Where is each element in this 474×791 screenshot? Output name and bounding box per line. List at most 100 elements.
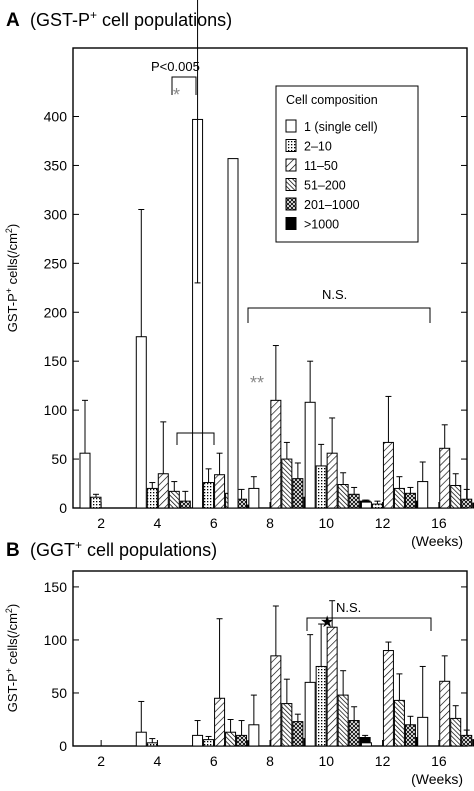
xtick-label: 6 [210,753,218,769]
bar-dots [90,496,102,509]
xtick-label: 12 [375,753,391,769]
legend-box [275,85,419,243]
panel-b-title: (GGT+ cell populations) [30,538,217,560]
bar-single [304,681,316,747]
bar-diag-dense [281,703,293,747]
bar-diag-dense [337,694,349,747]
bar-black [472,739,474,747]
xtick-label: 6 [210,515,218,531]
annotation-ns-a: N.S. [322,287,347,302]
bar-diag-dense [393,487,405,509]
bar-cross [292,478,304,509]
bar-diag [157,473,169,509]
legend-swatch-black [285,217,297,230]
bar-single [360,742,372,747]
legend-swatch-dots [285,139,297,152]
xaxis-label: (Weeks) [411,771,463,787]
bar-cross [404,492,416,509]
panel-b-letter: B [6,540,20,561]
ytick-label: 50 [51,451,67,467]
xtick-label: 16 [431,515,447,531]
bar-diag-dense [450,484,462,509]
bar-dots [146,487,158,509]
annotation-star: * [173,85,180,105]
bar-single [360,501,372,509]
bar-cross [348,720,360,747]
bar-diag [214,474,226,509]
bar-cross [461,498,473,509]
xtick-label: 16 [431,753,447,769]
ytick-label: 150 [44,579,68,595]
bar-dots [315,665,327,747]
bar-diag [326,452,338,509]
bar-dots [315,465,327,509]
legend-entry-label: 11–50 [304,159,338,173]
bar-diag [382,441,394,509]
legend-entry-label: >1000 [304,218,339,232]
panel-a-title: (GST-P+ cell populations) [30,8,232,30]
xaxis-label: (Weeks) [411,533,463,549]
legend-swatch-diag-dense [285,178,297,191]
bar-single [417,481,429,509]
ytick-label: 400 [44,109,68,125]
bracket-6wk [176,432,215,445]
xtick-label: 4 [154,753,162,769]
xtick-label: 12 [375,515,391,531]
bar-single [304,401,316,509]
legend-swatch-diag [285,158,297,172]
bar-dots [203,739,215,747]
bar-diag-dense [281,458,293,509]
bar-diag [439,447,451,509]
ytick-label: 350 [44,157,68,173]
ytick-label: 250 [44,255,68,271]
bar-dots [146,742,158,747]
bar-single [135,731,147,747]
panel-a-plot: 0 50 100 150 200 250 300 350 400 2 4 6 8 10 12 16 (Weeks… [44,0,474,549]
bar-diag [214,697,226,747]
xtick-label: 10 [318,515,334,531]
bar-dots [371,503,383,509]
bar-single [248,724,260,747]
ytick-label: 300 [44,206,68,222]
legend-swatch-single [285,119,297,133]
ytick-label: 0 [59,738,67,754]
legend-entry-label: 2–10 [304,140,332,154]
bar-diag-dense [393,699,405,747]
bar-cross [348,493,360,509]
panel-a-ylabel: GST-P+ cells(/cm2) [4,224,20,333]
bar-diag [270,655,282,747]
bar-single [192,734,204,747]
panel-a-letter: A [6,10,20,31]
ytick-label: 100 [44,632,68,648]
bar-cross [461,734,473,747]
legend-entry-label: 51–200 [304,179,346,193]
bar-single [417,716,429,747]
bar-diag [270,399,282,509]
bar-single [79,452,91,509]
ytick-label: 0 [59,500,67,516]
ytick-label: 100 [44,402,68,418]
bracket-p-value [171,76,197,95]
xtick-label: 2 [97,515,105,531]
ytick-label: 200 [44,304,68,320]
xtick-label: 8 [266,753,274,769]
bar-cross [179,500,191,509]
annotation-double-star: ** [250,373,264,393]
ytick-label: 150 [44,353,68,369]
xtick-label: 10 [318,753,334,769]
panel-b-frame [72,570,468,747]
bracket-ns-b [306,617,432,631]
panel-b-ylabel: GST-P+ cells(/cm2) [4,604,20,713]
bar-diag-dense [168,490,180,509]
bracket-ns-a [247,307,431,323]
bar-black [472,502,474,509]
annotation-black-star: ★ [320,614,334,631]
legend-entry-label: 201–1000 [304,198,360,212]
bar-diag [439,680,451,747]
bar-diag-dense [450,717,462,747]
xtick-label: 4 [154,515,162,531]
bar-dots [203,482,215,509]
legend: Cell composition 1 (single cell) 2–10 11–5… [275,85,419,243]
bar-cross [404,724,416,747]
